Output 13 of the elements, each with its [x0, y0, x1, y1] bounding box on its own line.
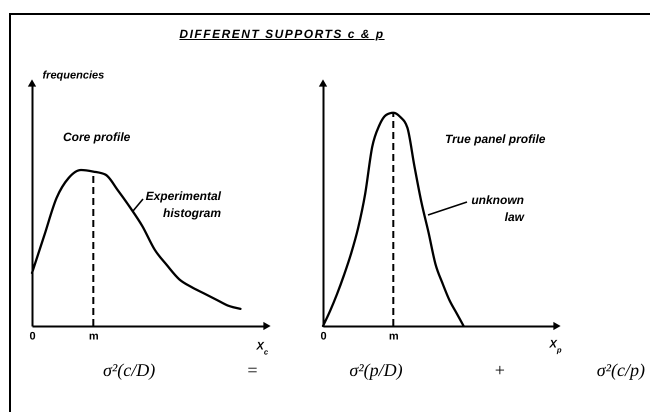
x-tick-label: 0 [320, 330, 327, 342]
y-axis-title: frequencies [42, 70, 104, 82]
text: True panel profile [445, 132, 546, 146]
annotation: unknown law [471, 193, 525, 224]
chart-title: DIFFERENT SUPPORTS c & p [179, 27, 385, 41]
x-axis-title: X$_{p}$ [548, 338, 562, 354]
chart-subtitle: Core profile [63, 130, 131, 144]
x-tick-label: 0 [29, 330, 36, 342]
x-axis-title: X$_{c}$ [256, 340, 269, 356]
text: σ²(c/D) = σ²(p/D) + σ²(c/p) [103, 360, 645, 380]
x-tick-label: m [88, 330, 99, 342]
annotation: Experimental histogram [146, 189, 222, 220]
x-tick-label: m [388, 330, 399, 342]
